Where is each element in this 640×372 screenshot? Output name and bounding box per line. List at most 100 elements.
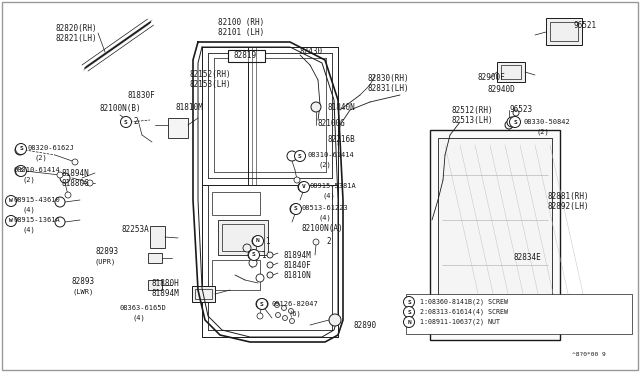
Text: S: S bbox=[513, 119, 517, 125]
Text: 09126-82047: 09126-82047 bbox=[272, 301, 319, 307]
Text: 82153(LH): 82153(LH) bbox=[190, 80, 232, 90]
Text: 08310-61414: 08310-61414 bbox=[14, 167, 61, 173]
Circle shape bbox=[248, 250, 259, 260]
Text: 08363-6165D: 08363-6165D bbox=[120, 305, 167, 311]
Circle shape bbox=[256, 274, 264, 282]
Circle shape bbox=[256, 299, 266, 309]
Text: 2: 2 bbox=[326, 237, 331, 247]
Text: 82513(LH): 82513(LH) bbox=[452, 115, 493, 125]
Text: 81894M: 81894M bbox=[284, 250, 312, 260]
Bar bbox=[550, 22, 578, 41]
Circle shape bbox=[257, 313, 263, 319]
Circle shape bbox=[258, 299, 268, 309]
Text: 2:08313-61614(4) SCREW: 2:08313-61614(4) SCREW bbox=[420, 309, 508, 315]
Text: 2: 2 bbox=[133, 118, 138, 126]
Text: 81840F: 81840F bbox=[284, 260, 312, 269]
Circle shape bbox=[253, 235, 264, 247]
Circle shape bbox=[329, 314, 341, 326]
Circle shape bbox=[15, 166, 25, 176]
Circle shape bbox=[298, 182, 310, 192]
Text: 82512(RH): 82512(RH) bbox=[452, 106, 493, 115]
Text: 96523: 96523 bbox=[509, 106, 532, 115]
Text: S: S bbox=[260, 301, 264, 307]
Text: 82834E: 82834E bbox=[513, 253, 541, 263]
Circle shape bbox=[289, 318, 294, 324]
Bar bbox=[148, 280, 162, 290]
Text: (2): (2) bbox=[22, 177, 35, 183]
Circle shape bbox=[403, 296, 415, 308]
Circle shape bbox=[282, 305, 287, 311]
Text: S: S bbox=[294, 206, 298, 212]
Text: 1: 1 bbox=[261, 250, 266, 260]
Text: 82819: 82819 bbox=[233, 51, 256, 60]
Text: 82253A: 82253A bbox=[122, 225, 150, 234]
Text: S: S bbox=[407, 299, 411, 305]
Bar bbox=[218, 220, 268, 255]
Text: (2): (2) bbox=[536, 129, 548, 135]
Bar bbox=[546, 18, 582, 45]
Text: 82430: 82430 bbox=[300, 48, 323, 57]
Text: 81830F: 81830F bbox=[128, 90, 156, 99]
Text: 1: 1 bbox=[265, 237, 269, 246]
Text: 08310-61414: 08310-61414 bbox=[308, 152, 355, 158]
Text: 82216B: 82216B bbox=[328, 135, 356, 144]
Text: (4): (4) bbox=[322, 193, 335, 199]
Text: V: V bbox=[302, 185, 306, 189]
Circle shape bbox=[311, 102, 321, 112]
Text: N: N bbox=[407, 320, 411, 324]
Text: (UPR): (UPR) bbox=[95, 259, 116, 265]
Bar bbox=[222, 224, 264, 251]
Text: 82100 (RH): 82100 (RH) bbox=[218, 17, 264, 26]
Circle shape bbox=[249, 259, 257, 267]
Bar bbox=[501, 65, 521, 79]
Circle shape bbox=[291, 203, 301, 215]
Circle shape bbox=[120, 116, 131, 128]
Text: 82100N(A): 82100N(A) bbox=[302, 224, 344, 232]
Bar bbox=[406, 294, 632, 334]
Circle shape bbox=[282, 315, 287, 321]
Text: 82890: 82890 bbox=[354, 321, 377, 330]
Text: 08915-5381A: 08915-5381A bbox=[310, 183, 356, 189]
Text: 82900F: 82900F bbox=[478, 74, 506, 83]
Circle shape bbox=[248, 250, 258, 260]
Circle shape bbox=[403, 307, 415, 317]
Circle shape bbox=[267, 272, 273, 278]
Bar bbox=[228, 50, 265, 62]
Circle shape bbox=[267, 252, 273, 258]
Bar bbox=[497, 62, 525, 82]
Circle shape bbox=[15, 145, 25, 155]
Circle shape bbox=[243, 244, 251, 252]
Text: S: S bbox=[124, 119, 128, 125]
Circle shape bbox=[60, 173, 70, 183]
Circle shape bbox=[6, 215, 17, 227]
Text: 1:08911-10637(2) NUT: 1:08911-10637(2) NUT bbox=[420, 319, 500, 325]
Text: 82100G: 82100G bbox=[318, 119, 346, 128]
Circle shape bbox=[6, 196, 17, 206]
Circle shape bbox=[298, 182, 308, 192]
Text: 82821(LH): 82821(LH) bbox=[55, 33, 97, 42]
Text: 08320-6162J: 08320-6162J bbox=[28, 145, 75, 151]
Circle shape bbox=[403, 317, 415, 327]
Text: 81810M: 81810M bbox=[175, 103, 203, 112]
Text: (6): (6) bbox=[288, 311, 301, 317]
Text: S: S bbox=[298, 154, 302, 158]
Circle shape bbox=[313, 239, 319, 245]
Circle shape bbox=[15, 144, 26, 154]
Text: 81894N: 81894N bbox=[62, 169, 90, 177]
Text: (4): (4) bbox=[22, 227, 35, 233]
Text: 82101 (LH): 82101 (LH) bbox=[218, 28, 264, 36]
Circle shape bbox=[289, 308, 294, 314]
Circle shape bbox=[507, 117, 517, 127]
Bar bbox=[148, 253, 162, 263]
Circle shape bbox=[72, 159, 78, 165]
Circle shape bbox=[290, 204, 300, 214]
Circle shape bbox=[15, 166, 26, 176]
Circle shape bbox=[275, 312, 280, 317]
Text: (4): (4) bbox=[318, 215, 331, 221]
Text: W: W bbox=[9, 218, 13, 224]
Text: S: S bbox=[19, 147, 23, 151]
Bar bbox=[168, 118, 188, 138]
Text: 81810N: 81810N bbox=[284, 270, 312, 279]
Bar bbox=[212, 260, 260, 290]
Text: 81880H: 81880H bbox=[152, 279, 180, 288]
